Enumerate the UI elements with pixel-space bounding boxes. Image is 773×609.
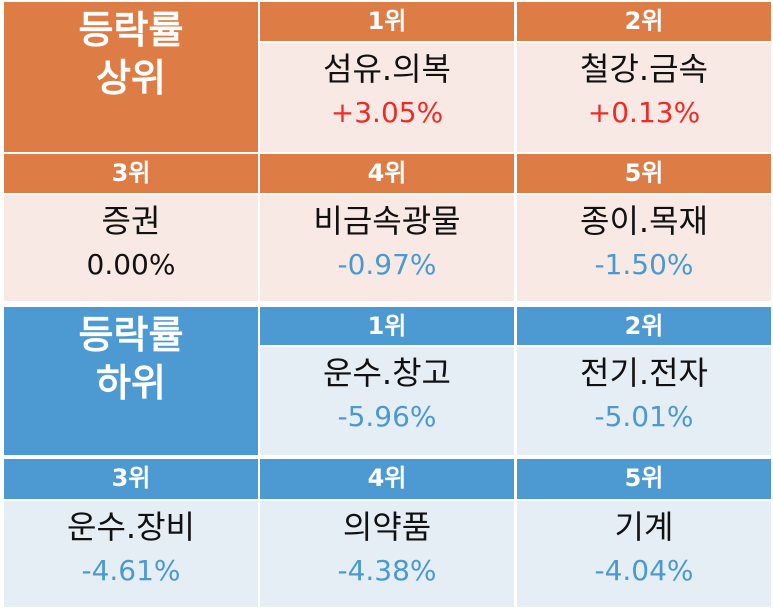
bottom-rank-3-cell: 운수.장비 -4.61%	[4, 501, 258, 607]
top-rank-1-change: +3.05%	[330, 96, 444, 129]
top-rank-3-header: 3위	[4, 154, 258, 193]
bottom-rank-3-change: -4.61%	[81, 554, 181, 587]
top-rank-1-name: 섬유.의복	[323, 50, 451, 88]
bottom-rank-5-name: 기계	[614, 508, 674, 546]
bottom-rank-2-cell: 전기.전자 -5.01%	[517, 347, 771, 455]
bottom-rank-5-header: 5위	[517, 459, 771, 499]
bottom-rank-4-name: 의약품	[342, 508, 432, 546]
bottom-rank-1-change: -5.96%	[337, 400, 437, 433]
top-rank-5-name: 종이.목재	[580, 202, 708, 240]
top-rank-3-cell: 증권 0.00%	[4, 195, 258, 301]
top-rank-2-name: 철강.금속	[580, 50, 708, 88]
bottom-title-block: 등락률 하위	[4, 307, 258, 455]
top-rank-4-change: -0.97%	[337, 248, 437, 281]
bottom-rank-4-change: -4.38%	[337, 554, 437, 587]
bottom-rank-4-cell: 의약품 -4.38%	[260, 501, 514, 607]
top-rank-5-cell: 종이.목재 -1.50%	[517, 195, 771, 301]
top-rank-4-cell: 비금속광물 -0.97%	[260, 195, 514, 301]
top-rank-2-header: 2위	[517, 2, 771, 41]
top-rank-3-change: 0.00%	[86, 248, 176, 281]
bottom-rank-1-name: 운수.창고	[323, 354, 451, 392]
top-title-line1: 등락률	[78, 8, 184, 52]
top-rank-3-name: 증권	[101, 202, 161, 240]
bottom-rank-2-change: -5.01%	[594, 400, 694, 433]
bottom-rank-5-cell: 기계 -4.04%	[517, 501, 771, 607]
bottom-rank-1-cell: 운수.창고 -5.96%	[260, 347, 514, 455]
bottom-rank-4-header: 4위	[260, 459, 514, 499]
bottom-rank-2-header: 2위	[517, 307, 771, 345]
bottom-rank-3-header: 3위	[4, 459, 258, 499]
top-title-line2: 상위	[96, 56, 166, 100]
top-rank-5-change: -1.50%	[594, 248, 694, 281]
bottom-title-line1: 등락률	[78, 313, 184, 357]
bottom-title-line2: 하위	[96, 361, 166, 405]
top-rank-2-change: +0.13%	[587, 96, 701, 129]
top-rank-4-header: 4위	[260, 154, 514, 193]
top-rank-2-cell: 철강.금속 +0.13%	[517, 43, 771, 152]
top-rank-5-header: 5위	[517, 154, 771, 193]
top-rank-4-name: 비금속광물	[313, 202, 461, 240]
top-title-block: 등락률 상위	[4, 2, 258, 152]
top-rank-1-cell: 섬유.의복 +3.05%	[260, 43, 514, 152]
bottom-rank-5-change: -4.04%	[594, 554, 694, 587]
bottom-rank-2-name: 전기.전자	[580, 354, 708, 392]
bottom-rank-1-header: 1위	[260, 307, 514, 345]
bottom-rank-3-name: 운수.장비	[67, 508, 195, 546]
top-rank-1-header: 1위	[260, 2, 514, 41]
